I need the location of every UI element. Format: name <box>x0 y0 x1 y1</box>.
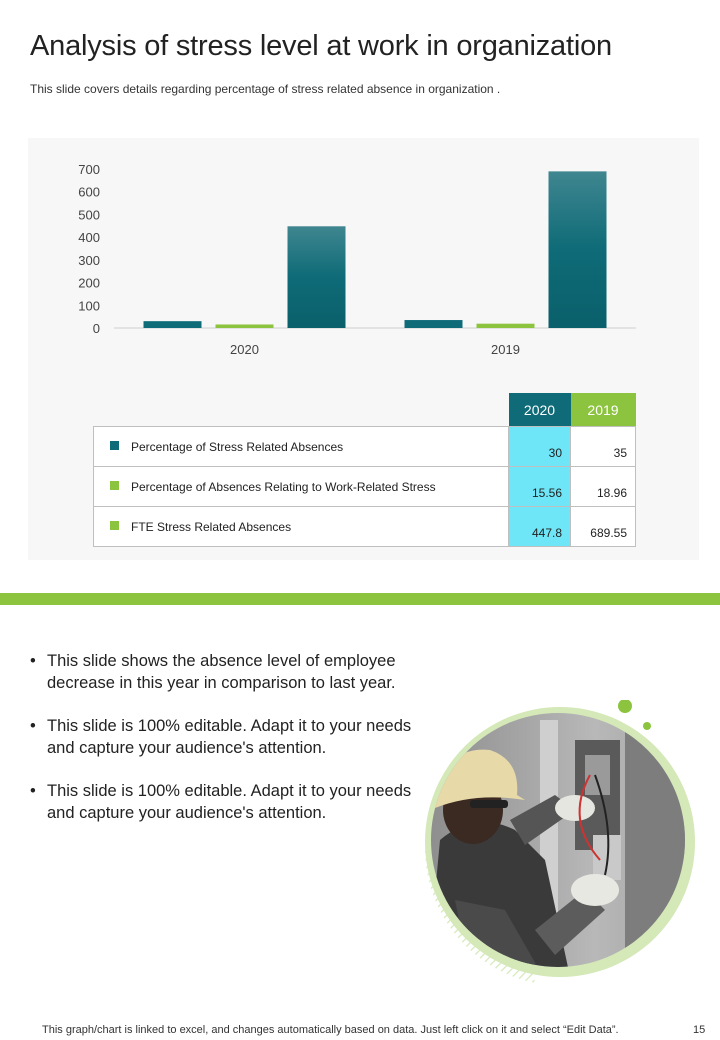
table-cell-2020: 447.8 <box>508 506 571 547</box>
y-tick-label: 400 <box>78 230 100 245</box>
table-header-row: 2020 2019 <box>94 393 636 427</box>
table-header-2020: 2020 <box>508 393 571 427</box>
table-header-2019: 2019 <box>570 393 636 427</box>
page-number: 15 <box>693 1024 706 1036</box>
bar-2019-series-2 <box>476 323 535 328</box>
slide-subtitle: This slide covers details regarding perc… <box>30 82 501 96</box>
bullet-list: This slide shows the absence level of em… <box>30 650 430 845</box>
table-row-label: Percentage of Absences Relating to Work-… <box>93 466 509 507</box>
table-row: Percentage of Absences Relating to Work-… <box>93 466 636 507</box>
bar-2019-series-1 <box>404 320 463 328</box>
bar-2020-series-2 <box>215 324 274 328</box>
table-cell-2019: 35 <box>570 426 636 467</box>
bullet-item: This slide is 100% editable. Adapt it to… <box>30 715 430 759</box>
bar-2019-series-3 <box>548 171 607 328</box>
chart-panel: 0 100 200 300 400 500 600 700 2020 2019 2020 2019… <box>28 138 699 560</box>
table-cell-2019: 689.55 <box>570 506 636 547</box>
y-tick-label: 700 <box>78 162 100 177</box>
table-row-label-text: Percentage of Stress Related Absences <box>131 439 344 454</box>
bullet-item: This slide is 100% editable. Adapt it to… <box>30 780 430 824</box>
table-header-spacer <box>94 393 509 427</box>
bullet-item: This slide shows the absence level of em… <box>30 650 430 694</box>
legend-swatch <box>110 441 119 451</box>
table-row-label-text: FTE Stress Related Absences <box>131 519 292 534</box>
footer-note: This graph/chart is linked to excel, and… <box>42 1024 619 1036</box>
table-row-label: Percentage of Stress Related Absences <box>93 426 509 467</box>
decorative-dot <box>643 722 651 730</box>
table-row: Percentage of Stress Related Absences 30… <box>93 426 636 467</box>
y-tick-label: 0 <box>93 321 100 336</box>
table-cell-2019: 18.96 <box>570 466 636 507</box>
slide-title: Analysis of stress level at work in orga… <box>30 30 612 62</box>
bar-2020-series-1 <box>143 321 202 328</box>
y-tick-label: 300 <box>78 253 100 268</box>
data-table: 2020 2019 Percentage of Stress Related A… <box>93 393 636 547</box>
bar-chart: 0 100 200 300 400 500 600 700 2020 2019 <box>78 162 636 357</box>
bar-2020-series-3 <box>287 226 346 328</box>
table-cell-2020: 30 <box>508 426 571 467</box>
table-row: FTE Stress Related Absences 447.8 689.55 <box>93 506 636 547</box>
table-cell-2020: 15.56 <box>508 466 571 507</box>
photo-area <box>415 699 715 1000</box>
electrician-photo-icon <box>425 699 695 983</box>
y-tick-label: 600 <box>78 185 100 200</box>
table-row-label-text: Percentage of Absences Relating to Work-… <box>131 479 436 494</box>
green-divider-bar <box>0 593 720 605</box>
legend-swatch <box>110 521 119 531</box>
legend-swatch <box>110 481 119 491</box>
y-tick-label: 200 <box>78 276 100 291</box>
y-tick-label: 500 <box>78 207 100 222</box>
decorative-dot <box>618 699 632 713</box>
table-row-label: FTE Stress Related Absences <box>93 506 509 547</box>
x-tick-label: 2020 <box>230 342 259 357</box>
x-tick-label: 2019 <box>491 342 520 357</box>
photo-image <box>431 713 685 967</box>
y-tick-label: 100 <box>78 298 100 313</box>
